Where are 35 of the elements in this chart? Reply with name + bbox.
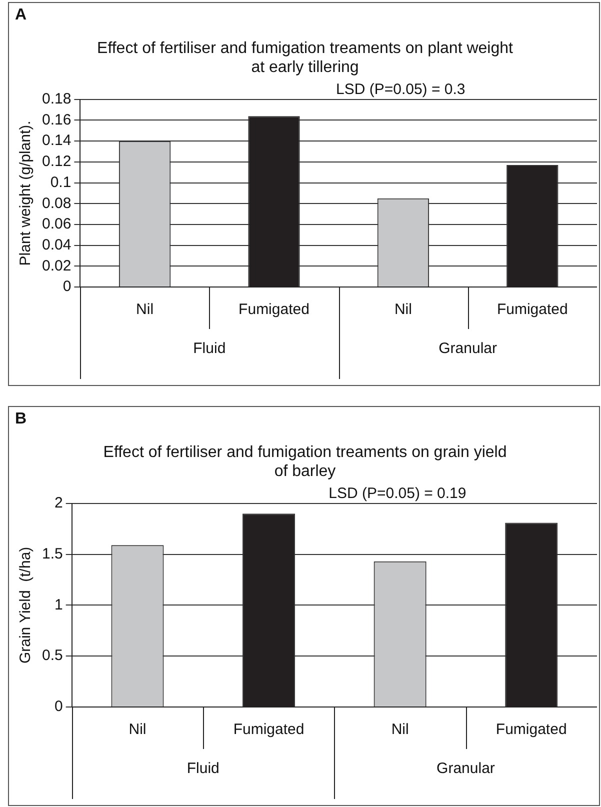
text: A: [15, 6, 27, 24]
y-axis-title: Plant weight (g/plant).: [17, 120, 34, 266]
y-tick-label: 1: [54, 596, 63, 614]
y-tick-label: 1.5: [42, 545, 63, 562]
y-tick-label: 0.02: [42, 257, 72, 274]
y-tick-label: 0.04: [42, 236, 72, 254]
x-tick-label: Fumigated: [238, 301, 310, 318]
y-tick-label: 0.5: [42, 647, 63, 664]
chart-title: Effect of fertiliser and fumigation treaments on plant weight at early tillering: [97, 40, 514, 76]
x-tick-label: Nil: [128, 721, 146, 738]
y-tick-label: 0.14: [42, 132, 72, 150]
chart-title: Effect of fertiliser and fumigation treaments on grain yield of barley: [103, 444, 507, 480]
y-tick-label: 0.16: [42, 111, 72, 128]
text: B: [15, 410, 27, 428]
text: Fluid: [193, 340, 226, 358]
x-tick-label: Nil: [391, 721, 409, 738]
text: Granular: [436, 760, 495, 778]
x-tick-label: Nil: [136, 301, 154, 318]
y-axis-title: Grain Yield (t/ha): [17, 546, 34, 664]
y-tick-label: 0.08: [42, 194, 72, 212]
x-tick-label: Fumigated: [233, 721, 304, 738]
text: Fluid: [186, 760, 220, 778]
y-tick-label: 0.12: [42, 153, 72, 170]
y-tick-label: 0.1: [50, 174, 72, 191]
x-tick-label: Fumigated: [496, 721, 567, 738]
x-tick-label: Fumigated: [496, 301, 568, 318]
y-tick-label: 0: [54, 698, 63, 716]
y-tick-label: 2: [54, 494, 63, 512]
y-tick-label: 0.06: [42, 216, 72, 233]
x-tick-label: Nil: [394, 301, 412, 318]
y-tick-label: 0: [62, 278, 72, 296]
text: LSD (P=0.05) = 0.19: [328, 485, 466, 502]
text: LSD (P=0.05) = 0.3: [336, 81, 466, 98]
y-tick-label: 0.18: [42, 90, 72, 108]
text: Granular: [438, 340, 497, 358]
